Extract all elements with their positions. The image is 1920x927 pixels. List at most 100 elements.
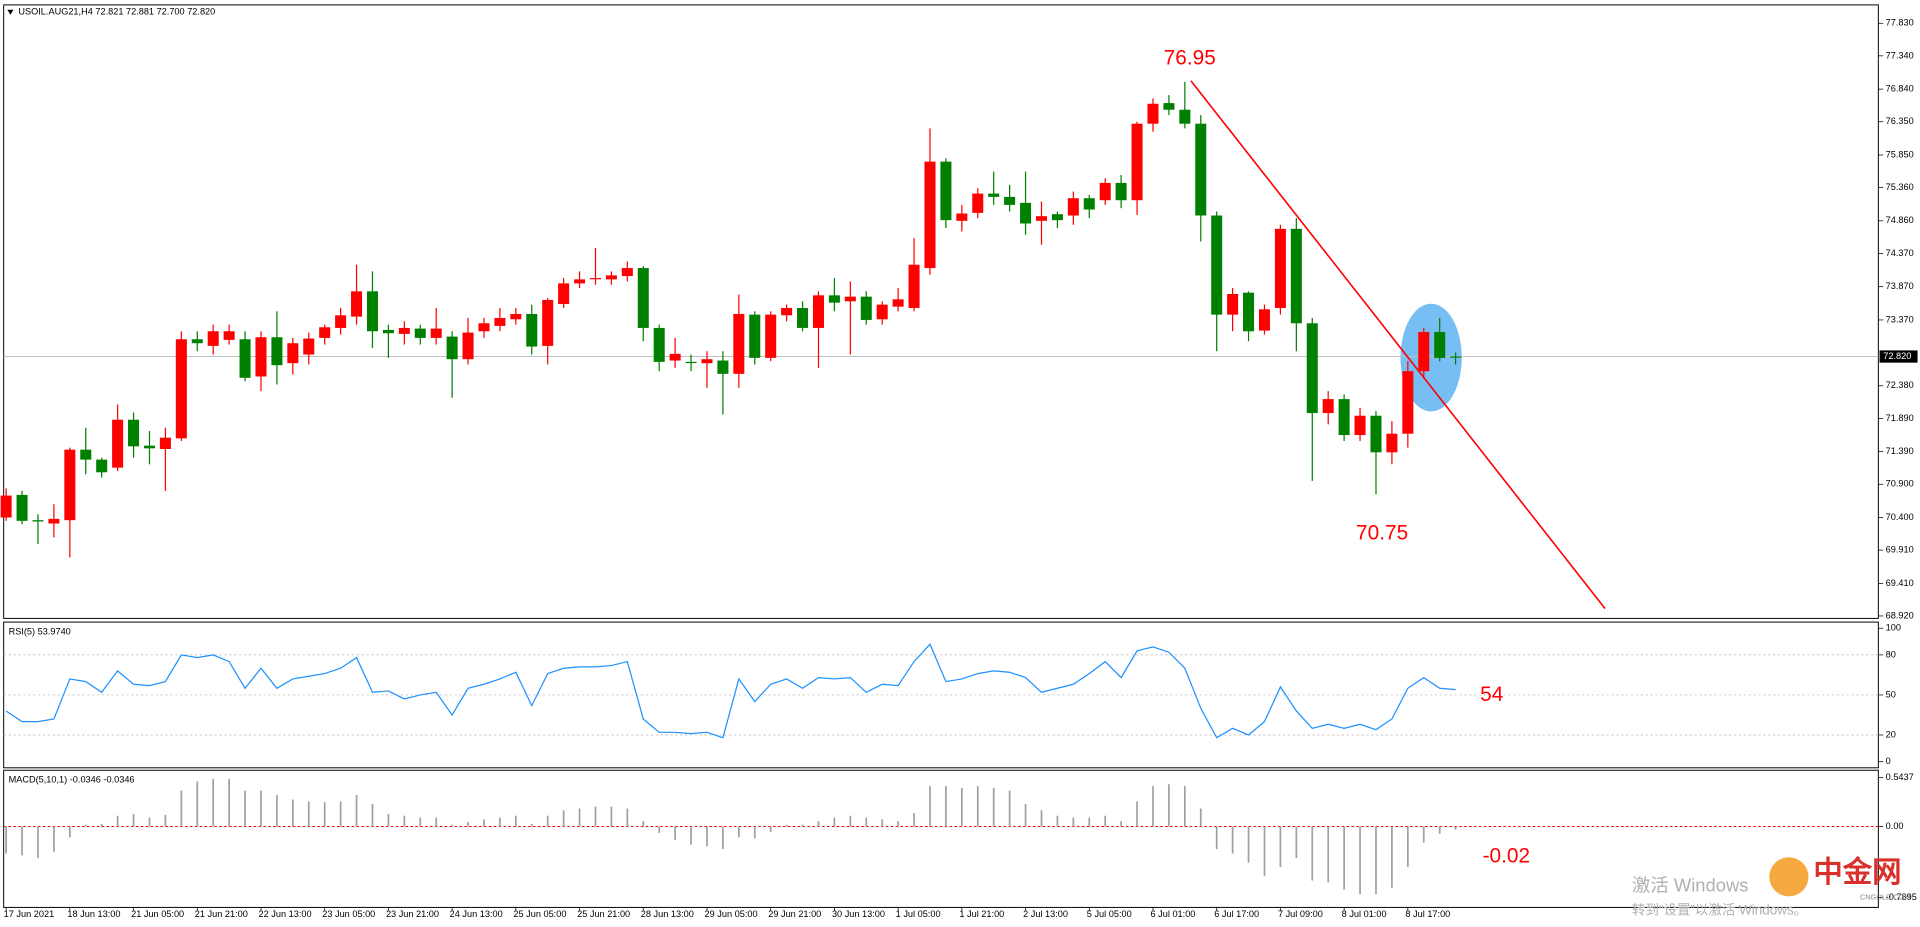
macd-bar (1168, 784, 1170, 827)
candle-body (191, 339, 203, 344)
macd-bar (228, 778, 230, 827)
candle-body (255, 337, 267, 377)
candle-body (1386, 433, 1398, 453)
macd-bar (1422, 826, 1425, 843)
candle-body (1306, 323, 1318, 414)
candle-body (637, 268, 649, 328)
macd-bar (467, 822, 469, 827)
candle-body (574, 279, 586, 284)
y-tick-label: 76.350 (1886, 116, 1914, 126)
macd-bar (1391, 826, 1393, 888)
y-tick-label: 75.360 (1886, 182, 1914, 192)
macd-bar (865, 817, 868, 827)
candle-body (494, 317, 506, 326)
candle-body (64, 449, 76, 521)
candle-body (621, 268, 633, 277)
x-tick-label: 22 Jun 13:00 (259, 909, 312, 919)
macd-bar (1120, 821, 1122, 827)
y-tick-label: 73.870 (1886, 281, 1914, 291)
macd-bar (291, 799, 294, 827)
macd-bar (1247, 826, 1250, 863)
y-tick-label: 75.850 (1886, 149, 1914, 159)
macd-bar (658, 826, 661, 833)
candle-body (558, 283, 570, 304)
macd-bar (339, 801, 342, 827)
y-tick-label: -0.7895 (1886, 892, 1917, 902)
candle-body (239, 339, 251, 378)
macd-bar (1311, 826, 1314, 881)
macd-title: MACD(5,10,1) -0.0346 -0.0346 (9, 774, 135, 784)
macd-bar (419, 817, 422, 827)
x-tick-label: 23 Jun 05:00 (322, 909, 375, 919)
candle-body (510, 313, 522, 320)
candle-body (605, 275, 617, 280)
logo-icon (1769, 857, 1809, 897)
candle-body (988, 193, 1000, 197)
main-title: USOIL.AUG21,H4 72.821 72.881 72.700 72.8… (18, 7, 215, 17)
macd-bar (1406, 826, 1409, 868)
macd-bar (897, 821, 899, 827)
macd-panel-frame (3, 769, 1879, 908)
low-annotation: 70.75 (1356, 521, 1408, 544)
macd-bar (132, 813, 135, 827)
macd-bar (53, 826, 55, 852)
macd-bar (68, 826, 71, 838)
macd-bar (769, 826, 772, 832)
x-tick-label: 25 Jun 05:00 (513, 909, 566, 919)
x-tick-label: 25 Jun 21:00 (577, 909, 630, 919)
y-tick-label: 74.370 (1886, 248, 1914, 258)
candle-body (112, 419, 124, 468)
macd-bar (323, 802, 326, 827)
candle-body (175, 339, 187, 439)
macd-bar (1343, 826, 1345, 890)
x-tick-label: 23 Jun 21:00 (386, 909, 439, 919)
candle-body (669, 353, 681, 361)
y-tick-label: 69.410 (1886, 578, 1914, 588)
macd-bar (180, 790, 183, 827)
candle-body (717, 360, 729, 374)
y-tick-label: 80 (1886, 649, 1896, 659)
rsi-title: RSI(5) 53.9740 (9, 626, 71, 636)
candle-body (844, 296, 856, 302)
macd-bar (1152, 786, 1154, 827)
macd-bar (1279, 826, 1282, 868)
candle-body (16, 494, 28, 521)
candle-body (589, 278, 601, 280)
macd-bar (1263, 826, 1266, 877)
macd-bar (1088, 817, 1091, 827)
candle-body (1322, 399, 1334, 414)
candle-body (940, 161, 952, 221)
y-tick-label: 0.00 (1886, 821, 1904, 831)
y-tick-label: 77.830 (1886, 18, 1914, 28)
high-annotation: 76.95 (1164, 46, 1216, 69)
x-tick-label: 21 Jun 05:00 (131, 909, 184, 919)
rsi-line (5, 643, 1456, 739)
macd-bar (849, 815, 852, 827)
candle-body (1354, 415, 1366, 436)
macd-bar (1454, 826, 1457, 830)
candle-body (972, 193, 984, 213)
x-tick-label: 29 Jun 21:00 (768, 909, 821, 919)
candle-body (430, 328, 442, 338)
candle-body (382, 329, 394, 334)
macd-bar (801, 824, 804, 827)
macd-bar (881, 819, 884, 827)
candle-body (1243, 292, 1255, 332)
candle-body (143, 445, 155, 449)
x-tick-label: 17 Jun 2021 (4, 909, 55, 919)
x-tick-label: 6 Jul 01:00 (1151, 909, 1196, 919)
y-tick-label: 69.910 (1886, 545, 1914, 555)
macd-bar (307, 801, 310, 827)
x-tick-label: 24 Jun 13:00 (450, 909, 503, 919)
candle-body (159, 437, 171, 449)
macd-bar (403, 815, 406, 827)
macd-bar (1008, 790, 1011, 827)
macd-bar (833, 817, 836, 827)
macd-bar (1295, 826, 1298, 859)
candle-body (1051, 214, 1063, 221)
candle-body (128, 419, 140, 447)
macd-bar (1056, 815, 1059, 827)
candle-body (733, 313, 745, 374)
candle-body (653, 327, 665, 362)
